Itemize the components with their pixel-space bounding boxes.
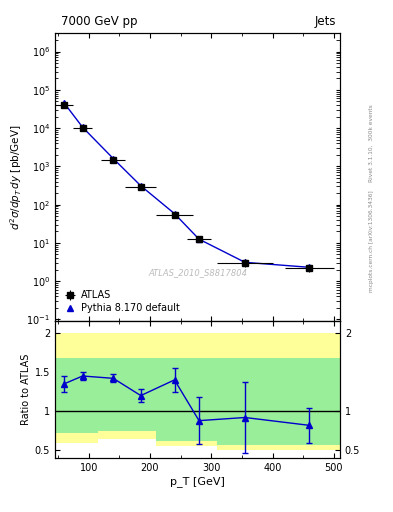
- Pythia 8.170 default: [62, 100, 66, 106]
- Text: 7000 GeV pp: 7000 GeV pp: [61, 15, 138, 28]
- Text: Jets: Jets: [314, 15, 336, 28]
- Y-axis label: $d^2\sigma/dp_T\,dy$ [pb/GeV]: $d^2\sigma/dp_T\,dy$ [pb/GeV]: [8, 124, 24, 230]
- Pythia 8.170 default: [196, 236, 201, 242]
- X-axis label: p_T [GeV]: p_T [GeV]: [170, 476, 225, 487]
- Legend: ATLAS, Pythia 8.170 default: ATLAS, Pythia 8.170 default: [60, 288, 183, 316]
- Line: Pythia 8.170 default: Pythia 8.170 default: [61, 100, 312, 270]
- Pythia 8.170 default: [172, 210, 177, 217]
- Y-axis label: Ratio to ATLAS: Ratio to ATLAS: [20, 354, 31, 425]
- Pythia 8.170 default: [242, 259, 247, 265]
- Pythia 8.170 default: [111, 156, 116, 162]
- Text: Rivet 3.1.10,  300k events: Rivet 3.1.10, 300k events: [369, 104, 374, 182]
- Pythia 8.170 default: [138, 183, 143, 189]
- Pythia 8.170 default: [307, 264, 312, 270]
- Text: ATLAS_2010_S8817804: ATLAS_2010_S8817804: [148, 268, 247, 276]
- Pythia 8.170 default: [80, 124, 85, 131]
- Text: mcplots.cern.ch [arXiv:1306.3436]: mcplots.cern.ch [arXiv:1306.3436]: [369, 190, 374, 291]
